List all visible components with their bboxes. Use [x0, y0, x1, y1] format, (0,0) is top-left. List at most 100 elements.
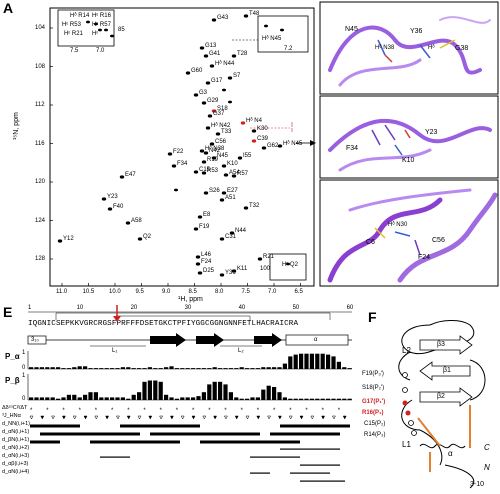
- star-mark: *: [257, 408, 260, 414]
- nmr-peak: [98, 28, 102, 32]
- panel-letter-a: A: [3, 0, 14, 16]
- ribbon-b: [328, 16, 491, 87]
- coupling-mark: [191, 415, 196, 420]
- star-mark: *: [273, 408, 276, 414]
- coupling-mark: [267, 415, 272, 420]
- peak-label: G13: [205, 43, 217, 49]
- inset-tick: 7.2: [284, 46, 293, 52]
- panel-letter-e: E: [3, 304, 13, 320]
- y-tick-label: 108: [35, 63, 46, 70]
- bar: [88, 392, 93, 400]
- nmr-peak: [125, 221, 131, 225]
- nmr-peak: [219, 273, 225, 277]
- bar: [223, 384, 228, 400]
- ruler-label: 60: [346, 305, 354, 311]
- inset-label: Hᵟ N45: [262, 36, 282, 42]
- x-tick-label: 9.0: [162, 289, 171, 295]
- nmr-peak: [231, 269, 237, 273]
- structure-label-d: Hᵟ N30: [388, 222, 408, 228]
- nmr-peak: [174, 188, 178, 192]
- nmr-peak: [57, 239, 63, 243]
- bar: [277, 392, 282, 400]
- bar: [250, 397, 255, 400]
- nmr-peak: [221, 164, 227, 168]
- inset-label: Hᵋ R57: [92, 22, 111, 28]
- nmr-peak: [137, 237, 143, 241]
- bar: [304, 353, 309, 369]
- noe-row-label: d_NN(i,i+1): [2, 421, 30, 427]
- nmr-peak: [205, 126, 211, 130]
- coupling-mark: [115, 415, 120, 420]
- bar: [250, 368, 255, 369]
- peak-label: T28: [237, 51, 248, 57]
- ss-label: L₂: [238, 348, 244, 354]
- inset-ylabel: 100: [260, 266, 271, 272]
- nmr-peak: [240, 121, 246, 125]
- peak-label: F34: [177, 161, 188, 167]
- bar: [158, 381, 163, 400]
- nmr-peak: [193, 93, 199, 97]
- bar: [282, 363, 287, 369]
- nmr-peak: [243, 206, 249, 210]
- nmr-peak: [94, 22, 98, 26]
- bar: [218, 368, 223, 369]
- peak-label: Q2: [143, 234, 152, 240]
- coupling-mark: [126, 415, 131, 420]
- coupling-mark: [29, 415, 34, 420]
- star-mark: *: [338, 408, 341, 414]
- sequence: IQGNICSEPKKVGRCRGSFPRFFFDSETGKCTPFIYGGCG…: [28, 320, 299, 328]
- bar: [153, 368, 158, 369]
- peak-label: R57: [237, 171, 249, 177]
- ruler-label: 10: [76, 305, 84, 311]
- bar: [185, 397, 190, 400]
- bar: [99, 397, 104, 400]
- noe-bar: [300, 464, 340, 466]
- peak-label: I55: [243, 153, 252, 159]
- bar: [336, 398, 341, 400]
- nmr-peak: [219, 237, 225, 241]
- bar: [115, 368, 120, 369]
- nmr-peak: [171, 164, 177, 168]
- y-tick-label: 104: [35, 25, 46, 31]
- peak-label: T33: [221, 129, 232, 135]
- bar: [272, 367, 277, 369]
- inset-label: Hᵋ R53: [62, 22, 81, 28]
- peak-label: L46: [201, 252, 212, 258]
- peak-label: G17: [211, 78, 223, 84]
- structure-label-b: Y36: [410, 28, 423, 35]
- noe-bar: [280, 448, 340, 450]
- peak-label: C39: [257, 136, 269, 142]
- noe-bar: [40, 432, 140, 436]
- nmr-peak: [201, 101, 207, 105]
- ss-label: L₁: [112, 348, 118, 354]
- bar: [266, 367, 271, 369]
- bar: [34, 397, 39, 400]
- peak-label: R19: [207, 157, 219, 163]
- nmr-peak: [199, 46, 205, 50]
- bar: [255, 397, 260, 400]
- bar: [126, 398, 131, 400]
- bar: [77, 366, 82, 369]
- star-mark: *: [30, 408, 33, 414]
- structure-label-b: G38: [455, 45, 469, 52]
- bar: [34, 367, 39, 369]
- peak-label: Y12: [63, 236, 74, 242]
- nmr-peak: [231, 54, 237, 58]
- peak-label: Hᵟ N45: [283, 141, 303, 147]
- peak-label: R21: [263, 254, 275, 260]
- nmr-peak: [231, 174, 237, 178]
- x-axis-label: ¹H, ppm: [178, 296, 203, 303]
- noe-row-label: ³J_HNα: [2, 413, 21, 419]
- bar: [45, 397, 50, 400]
- peak-label: A51: [225, 195, 236, 201]
- bar: [212, 381, 217, 400]
- coupling-mark: [137, 415, 142, 420]
- y-tick-label: 124: [35, 217, 46, 224]
- ss-label: α: [314, 337, 318, 343]
- bar: [77, 397, 82, 400]
- peak-label: C31: [225, 234, 237, 240]
- bar: [185, 368, 190, 369]
- peak-label: G37: [213, 111, 225, 117]
- bar: [228, 392, 233, 400]
- peak-label: C56: [215, 139, 227, 145]
